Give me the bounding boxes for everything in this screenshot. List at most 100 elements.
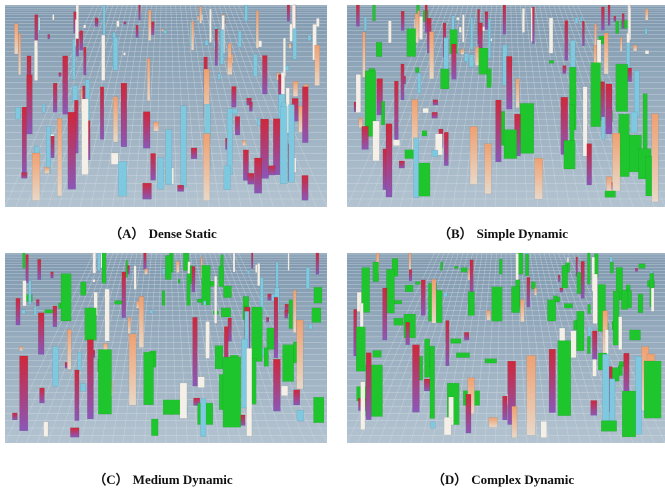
static-obstacle: [203, 301, 206, 305]
static-obstacle: [22, 107, 26, 177]
dynamic-obstacle: [373, 350, 382, 357]
static-obstacle: [287, 5, 290, 21]
static-obstacle: [487, 310, 491, 320]
dynamic-obstacle: [616, 21, 619, 34]
dynamic-obstacle: [415, 282, 420, 285]
static-obstacle: [433, 100, 438, 105]
static-obstacle: [413, 138, 418, 198]
static-obstacle: [302, 175, 308, 200]
static-obstacle: [238, 31, 241, 47]
static-obstacle: [582, 21, 584, 46]
dynamic-obstacle: [373, 262, 379, 282]
static-obstacle: [274, 297, 278, 358]
static-obstacle: [46, 126, 50, 173]
dynamic-obstacle: [511, 286, 519, 312]
static-obstacle: [459, 27, 461, 32]
dynamic-obstacle: [451, 339, 461, 344]
static-obstacle: [601, 117, 605, 139]
dynamic-obstacle: [630, 330, 641, 340]
static-obstacle: [232, 86, 237, 107]
static-obstacle: [432, 112, 438, 118]
dynamic-obstacle: [314, 287, 322, 303]
static-obstacle: [297, 320, 304, 389]
static-obstacle: [70, 428, 79, 437]
static-obstacle: [290, 24, 293, 41]
static-obstacle: [563, 66, 566, 74]
dynamic-obstacle: [456, 353, 469, 358]
caption: （B）Simple Dynamic: [340, 223, 665, 242]
dynamic-obstacle: [577, 311, 584, 351]
static-obstacle: [362, 32, 365, 77]
static-obstacle: [38, 259, 41, 279]
static-obstacle: [100, 87, 104, 140]
static-obstacle: [516, 79, 519, 108]
static-obstacle: [12, 413, 17, 420]
static-obstacle: [48, 34, 50, 39]
static-obstacle: [36, 300, 39, 306]
dynamic-obstacle: [588, 304, 591, 313]
dynamic-obstacle: [162, 291, 165, 306]
dynamic-obstacle: [594, 254, 598, 278]
dynamic-obstacle: [425, 339, 430, 377]
static-obstacle: [20, 347, 23, 351]
static-obstacle: [461, 49, 465, 54]
static-obstacle: [362, 126, 369, 149]
static-obstacle: [560, 288, 563, 292]
caption-text: Simple Dynamic: [477, 226, 568, 241]
dynamic-obstacle: [485, 359, 497, 363]
dynamic-obstacle: [81, 282, 86, 295]
static-obstacle: [28, 281, 31, 305]
static-obstacle: [148, 10, 151, 41]
static-obstacle: [157, 158, 163, 190]
static-obstacle: [273, 359, 280, 411]
render-panel: [347, 253, 665, 443]
static-obstacle: [80, 383, 86, 391]
static-obstacle: [285, 310, 288, 318]
caption-label: （A）: [109, 226, 144, 241]
static-obstacle: [575, 17, 578, 23]
static-obstacle: [386, 124, 392, 197]
static-obstacle: [302, 87, 308, 143]
dynamic-obstacle: [115, 301, 123, 305]
dynamic-obstacle: [621, 290, 627, 309]
static-obstacle: [431, 422, 436, 429]
static-obstacle: [101, 35, 105, 80]
static-obstacle: [44, 167, 49, 173]
dynamic-obstacle: [504, 130, 517, 159]
static-obstacle: [206, 322, 210, 359]
static-obstacle: [520, 299, 524, 321]
dynamic-obstacle: [197, 299, 202, 302]
static-obstacle: [316, 18, 319, 26]
static-obstacle: [34, 40, 37, 80]
static-obstacle: [356, 74, 361, 112]
dynamic-obstacle: [102, 253, 106, 283]
static-obstacle: [72, 85, 77, 102]
static-obstacle: [470, 126, 477, 184]
static-obstacle: [364, 17, 367, 31]
static-obstacle: [20, 356, 28, 431]
caption: （D）Complex Dynamic: [340, 469, 665, 488]
static-obstacle: [233, 253, 235, 272]
static-obstacle: [113, 97, 118, 142]
static-obstacle: [503, 396, 508, 420]
dynamic-obstacle: [61, 274, 71, 321]
dynamic-obstacle: [223, 357, 241, 427]
static-obstacle: [281, 386, 288, 396]
static-obstacle: [249, 102, 252, 111]
render-panel: [5, 5, 327, 207]
static-obstacle: [622, 14, 624, 29]
static-obstacle: [154, 122, 159, 131]
static-obstacle: [421, 280, 425, 316]
static-obstacle: [288, 253, 290, 271]
static-obstacle: [412, 345, 419, 412]
static-obstacle: [444, 293, 448, 297]
static-obstacle: [470, 17, 472, 49]
static-obstacle: [214, 276, 217, 323]
dynamic-obstacle: [373, 5, 376, 21]
static-obstacle: [150, 310, 153, 313]
static-obstacle: [280, 107, 287, 184]
dynamic-obstacle: [644, 361, 661, 418]
static-obstacle: [293, 28, 297, 59]
static-obstacle: [257, 263, 260, 285]
static-obstacle: [600, 82, 604, 121]
